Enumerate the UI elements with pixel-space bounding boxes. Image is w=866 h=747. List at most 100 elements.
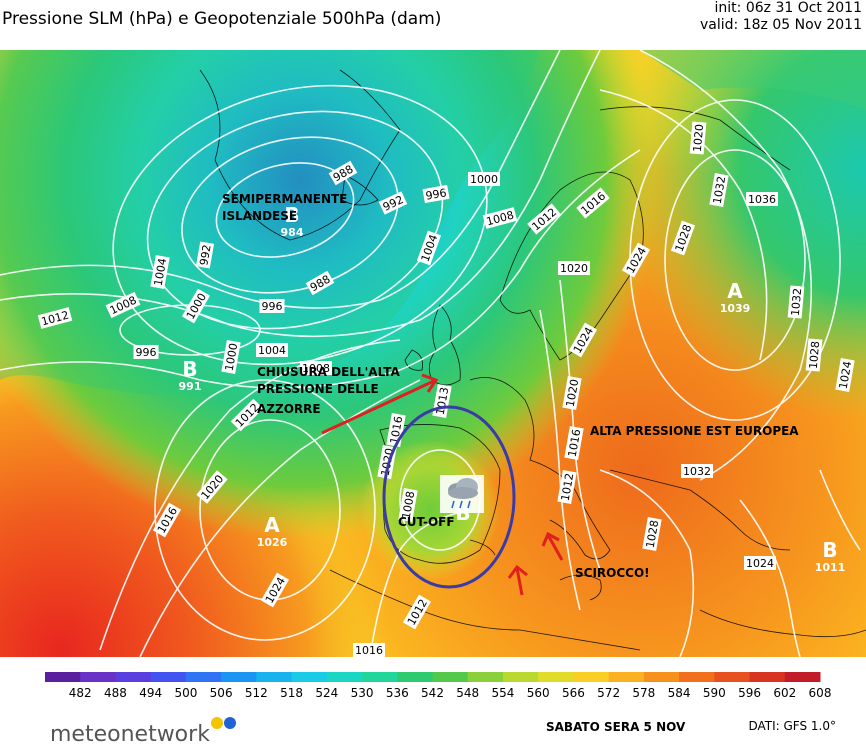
map-title: Pressione SLM (hPa) e Geopotenziale 500h… [2,9,442,29]
isobar-label: 1000 [221,340,241,374]
colorbar-swatch [362,672,398,682]
isobar-value: 1032 [789,288,804,317]
isobar-value: 1024 [746,557,774,570]
annotations: SEMIPERMANENTE ISLANDESE CHIUSURA DELL'A… [222,192,799,596]
valid-time: valid: 18z 05 Nov 2011 [700,17,862,33]
meteonetwork-logo: meteonetwork [50,717,236,747]
colorbar-swatch [467,672,504,682]
center-letter: B [284,203,299,227]
isobar-label: 1016 [564,426,584,460]
label-chiusura-2: PRESSIONE DELLE [257,382,379,396]
center-value: 991 [179,380,202,393]
isobar-label: 992 [195,241,215,269]
isobar-value: 992 [197,244,213,267]
pressure-centers: B984B991A1039A1026BB1008B1011 [179,203,846,574]
isobar-label: 1024 [835,358,855,392]
colorbar-swatch [573,672,610,682]
isobar-value: 1004 [258,344,286,357]
colorbar-label: 602 [773,686,796,700]
isobar-label: 1028 [642,517,662,551]
isobar-value: 996 [425,186,448,202]
isobar-value: 1000 [223,342,241,372]
colorbar-label: 488 [104,686,127,700]
colorbar-label: 518 [280,686,303,700]
center-value: 1026 [257,536,288,549]
isobar-value: 1008 [400,490,418,520]
colorbar-label: 584 [668,686,691,700]
colorbar-label: 590 [703,686,726,700]
cutoff-circle [382,405,516,589]
isobar-value: 996 [136,346,157,359]
isobar-label: 1004 [256,343,288,357]
isobar-label: 1000 [468,172,500,186]
isobar-label: 996 [422,184,450,204]
isobar-value: 1012 [559,472,577,502]
colorbar-swatch [749,672,786,682]
colorbar-label: 566 [562,686,585,700]
isobar-value: 1016 [566,428,584,458]
isobar-value: 1024 [837,360,855,390]
isobar-value: 1032 [711,175,729,205]
label-chiusura-3: AZZORRE [257,402,321,416]
colorbar-swatch [714,672,751,682]
colorbar-label: 560 [527,686,550,700]
isobar-value: 1028 [807,341,822,370]
isobar-value: 1032 [683,465,711,478]
colorbar-swatch [221,672,257,682]
colorbar-swatch [256,672,293,682]
colorbar-swatch [45,672,81,682]
colorbar-swatch [150,672,187,682]
forecast-date: SABATO SERA 5 NOV [546,720,686,734]
colorbar-swatch [397,672,433,682]
colorbar-label: 530 [351,686,374,700]
isobar-value: 1020 [560,262,588,275]
isobar-label: 1032 [709,173,729,207]
isobar-label: 1024 [744,556,776,570]
isobar-label: 1012 [557,470,577,504]
label-semipermanente: SEMIPERMANENTE [222,192,347,206]
isobar-label: 1016 [353,643,385,657]
isobar-label: 1020 [689,121,707,155]
colorbar-label: 494 [139,686,162,700]
colorbar-swatch [679,672,715,682]
arrow-chiusura [321,373,439,435]
center-value: 1011 [815,561,846,574]
isobar-label: 1008 [300,361,332,375]
colorbar-swatch [538,672,574,682]
label-cutoff: CUT-OFF [398,515,455,529]
center-value: 984 [281,226,304,239]
colorbar-swatch [784,672,821,682]
logo-dots-icon [211,717,236,729]
colorbar-label: 512 [245,686,268,700]
isobar-value: 1020 [691,124,706,153]
label-islandese: ISLANDESE [222,209,297,223]
colorbar-swatch [326,672,363,682]
isobar-value: 1008 [302,362,330,375]
center-letter: B [182,357,197,381]
model-info: DATI: GFS 1.0° [748,719,836,733]
label-scirocco: SCIROCCO! [575,566,650,580]
colorbar-swatch [185,672,222,682]
isobar-label: 996 [133,345,159,359]
label-chiusura-1: CHIUSURA DELL'ALTA [257,365,400,379]
colorbar: 482 488 494 500 506 512 518 524 530 536 542 548 554 5… [45,672,832,700]
logo-text: meteonetwork [50,722,210,747]
colorbar-label: 608 [809,686,832,700]
colorbar-label: 482 [69,686,92,700]
colorbar-label: 500 [174,686,197,700]
isobar-label: 996 [259,299,285,313]
isobar-value: 1036 [748,193,776,206]
run-info: init: 06z 31 Oct 2011 valid: 18z 05 Nov … [700,0,862,34]
colorbar-label: 572 [597,686,620,700]
isobar-label: 1004 [150,255,170,289]
colorbar-swatch [643,672,680,682]
isobar-value: 1020 [564,378,582,408]
colorbar-label: 554 [492,686,515,700]
center-letter: A [727,279,743,303]
colorbar-label: 542 [421,686,444,700]
center-letter: B [822,538,837,562]
